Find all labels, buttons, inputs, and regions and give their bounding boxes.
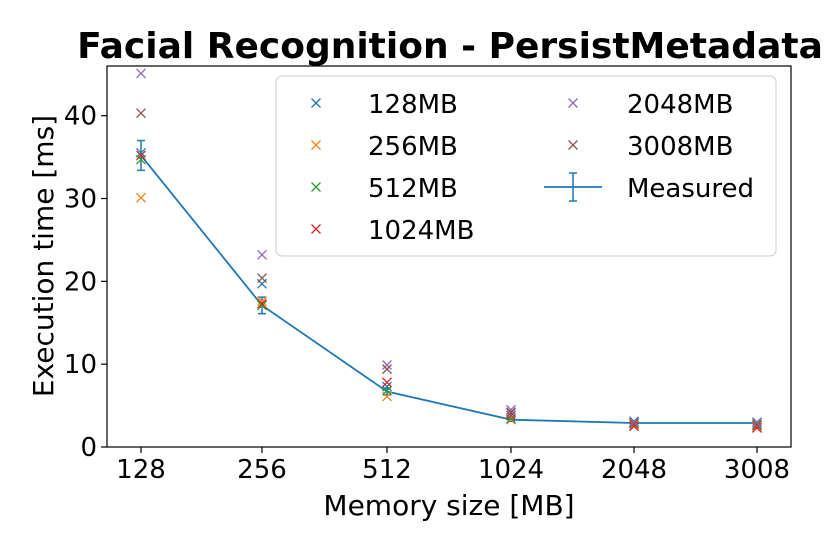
x-axis-label: Memory size [MB]	[323, 489, 574, 522]
point-1024mb	[136, 150, 146, 161]
x-tick-label: 256	[237, 455, 287, 485]
point-3008mb	[506, 407, 516, 418]
y-ticks: 0 10 20 30 40	[64, 102, 107, 463]
point-3008mb	[752, 420, 762, 431]
plot-area	[106, 65, 792, 448]
legend-box	[275, 75, 777, 257]
x-tick-label: 2048	[601, 455, 667, 485]
y-tick-label: 40	[64, 102, 97, 132]
point-2048mb	[136, 68, 146, 79]
legend-label: 256MB	[368, 132, 458, 162]
point-1024mb	[257, 298, 267, 309]
legend-marker	[311, 182, 321, 192]
point-256mb	[136, 192, 146, 203]
legend-marker	[568, 140, 578, 150]
y-tick-label: 10	[64, 350, 97, 380]
x-tick-label: 1024	[478, 455, 544, 485]
legend: 128MB 256MB 512MB 1024MB 2048MB 3008MB Measure…	[275, 75, 777, 257]
measured-line	[140, 154, 757, 424]
legend-item-256mb: 256MB	[311, 132, 458, 162]
y-tick-label: 0	[80, 433, 97, 463]
legend-label: 3008MB	[627, 132, 733, 162]
legend-marker	[311, 140, 321, 150]
legend-label: 128MB	[368, 90, 458, 120]
legend-item-1024mb: 1024MB	[311, 216, 474, 246]
legend-item-512mb: 512MB	[311, 174, 458, 204]
legend-item-3008mb: 3008MB	[568, 132, 733, 162]
point-128mb	[382, 381, 392, 392]
scatter-points	[136, 68, 762, 433]
point-512mb	[257, 300, 267, 311]
legend-marker	[311, 98, 321, 108]
point-3008mb	[629, 418, 639, 429]
point-2048mb	[382, 360, 392, 370]
point-512mb	[136, 154, 146, 165]
point-2048mb	[506, 404, 516, 415]
point-2048mb	[629, 417, 639, 428]
legend-marker	[568, 98, 578, 108]
x-tick-label: 512	[362, 455, 412, 485]
legend-item-measured: Measured	[544, 172, 754, 204]
point-3008mb	[257, 273, 267, 283]
legend-label: 2048MB	[627, 90, 733, 120]
x-tick-label: 128	[116, 455, 166, 485]
point-1024mb	[629, 421, 639, 432]
point-1024mb	[752, 422, 762, 433]
point-2048mb	[752, 418, 762, 428]
point-256mb	[257, 296, 267, 307]
legend-item-128mb: 128MB	[311, 90, 458, 120]
y-axis-label: Execution time [ms]	[27, 115, 60, 397]
point-3008mb	[382, 364, 392, 375]
legend-item-2048mb: 2048MB	[568, 90, 733, 120]
point-3008mb	[136, 108, 146, 119]
y-tick-label: 20	[64, 267, 97, 297]
x-tick-label: 3008	[724, 455, 790, 485]
legend-label: 512MB	[368, 174, 458, 204]
chart-title: Facial Recognition - PersistMetadata	[77, 26, 823, 67]
legend-label: 1024MB	[368, 216, 474, 246]
point-512mb	[382, 385, 392, 396]
y-tick-label: 30	[64, 185, 97, 215]
legend-marker	[311, 224, 321, 234]
x-ticks: 128 256 512 1024 2048 3008	[116, 447, 790, 485]
point-2048mb	[257, 249, 267, 260]
legend-marker	[544, 172, 602, 202]
point-1024mb	[382, 377, 392, 388]
legend-label: Measured	[627, 174, 754, 204]
